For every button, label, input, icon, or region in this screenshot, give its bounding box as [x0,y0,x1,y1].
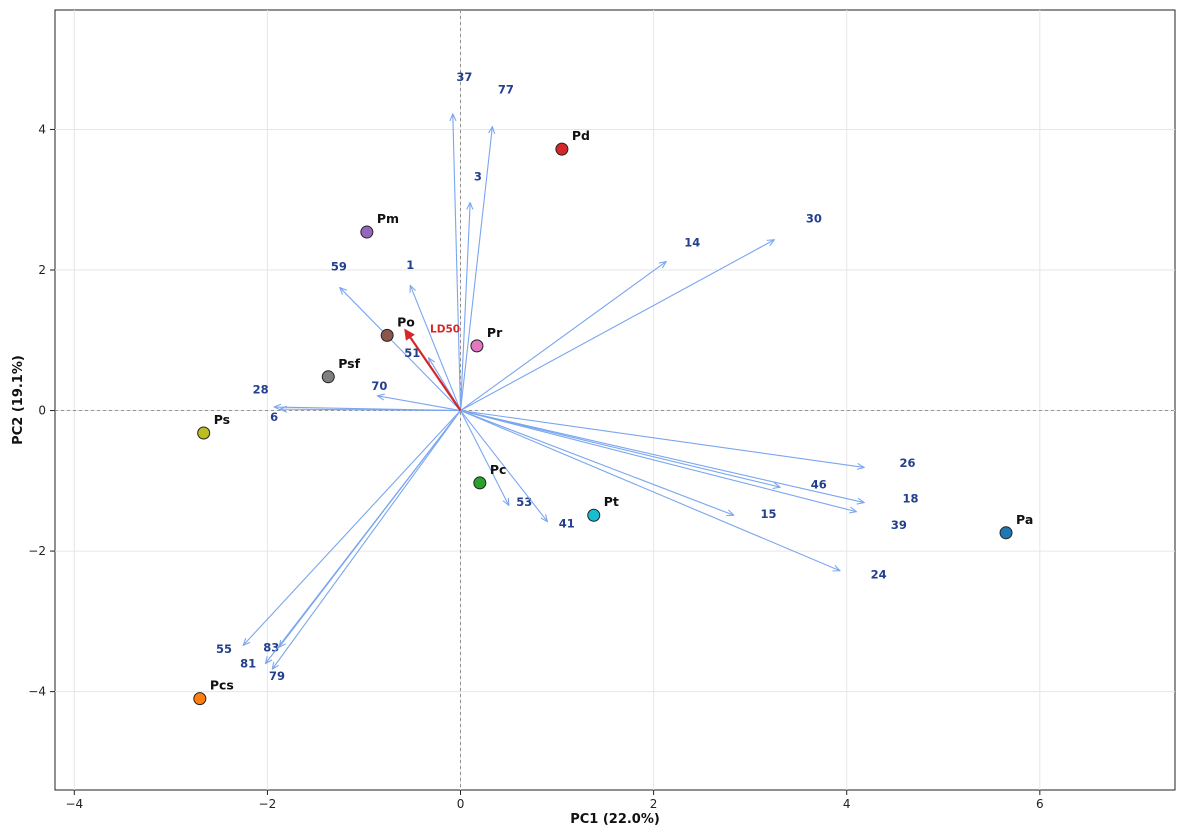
x-tick-label: −2 [259,797,277,811]
loading-arrow-30 [460,240,775,412]
point-label-Ps: Ps [214,412,230,427]
loading-label-83: 83 [263,640,279,654]
loading-label-30: 30 [806,212,822,226]
loading-arrow-81 [265,410,461,664]
point-label-Pt: Pt [604,494,619,509]
point-label-Pm: Pm [377,211,399,226]
point-Pr [470,339,484,353]
point-label-Psf: Psf [338,356,360,371]
loading-label-41: 41 [559,517,575,531]
ld50-label: LD50 [430,323,460,335]
loading-arrow-1 [410,285,462,411]
point-Pc [473,476,487,490]
loading-arrow-14 [460,262,667,411]
loading-arrow-3 [459,203,471,411]
loading-label-70: 70 [371,379,387,393]
loading-label-46: 46 [811,477,827,491]
loading-label-37: 37 [456,70,472,84]
loading-label-6: 6 [270,410,278,424]
y-axis-title: PC2 (19.1%) [11,355,26,445]
point-label-Po: Po [397,314,415,329]
loading-arrow-70 [377,396,461,412]
x-tick-label: 6 [1036,797,1044,811]
loading-arrow-55 [243,410,461,646]
point-Psf [321,370,335,384]
point-label-Pc: Pc [490,462,507,477]
loading-label-3: 3 [474,170,482,184]
loading-label-53: 53 [516,495,532,509]
loading-arrow-15 [460,410,734,516]
y-tick-label: −2 [28,544,46,558]
loading-label-59: 59 [331,259,347,273]
point-Pt [587,508,601,522]
y-tick-label: 2 [38,263,46,277]
species-points: Pd Pm Po Pr Psf Ps Pc Pt Pa Pcs [193,128,1033,706]
loading-arrow-53 [460,410,509,506]
loading-label-81: 81 [240,657,256,671]
ld50-arrow [404,328,462,412]
point-label-Pd: Pd [572,128,590,143]
point-Pa [999,526,1013,540]
point-Pcs [193,692,207,706]
loading-arrow-37 [453,114,462,411]
y-tick-label: 0 [38,404,46,418]
loading-arrow-46 [460,410,781,488]
point-Pm [360,225,374,239]
loading-label-79: 79 [269,669,285,683]
loading-label-55: 55 [216,642,232,656]
point-label-Pr: Pr [487,325,503,340]
loading-label-18: 18 [902,491,918,505]
plot-frame [54,9,1176,791]
loading-label-26: 26 [900,456,916,470]
y-tick-label: −4 [28,685,46,699]
loading-arrow-26 [460,409,865,468]
x-axis-title: PC1 (22.0%) [570,812,660,827]
loading-arrow-41 [460,410,548,522]
loading-arrow-79 [272,410,461,670]
loading-label-51: 51 [404,346,420,360]
loading-arrow-59 [340,288,461,411]
loading-label-24: 24 [871,567,887,581]
y-tick-label: 4 [38,122,46,136]
loading-arrow-24 [460,410,840,571]
loading-label-14: 14 [684,236,700,250]
x-tick-label: 4 [843,797,851,811]
point-Po [380,328,394,342]
loading-arrow-6 [280,409,461,410]
loading-arrows: 37 77 3 30 14 59 1 51 70 286 26 46 18 39 15 24 53 41 55 83 8… [216,70,918,683]
point-Pd [555,142,569,156]
loading-arrow-39 [460,410,857,512]
loading-arrow-77 [459,127,493,411]
point-label-Pcs: Pcs [210,678,234,693]
loading-label-77: 77 [498,82,514,96]
loading-label-28: 28 [253,382,269,396]
loading-arrow-18 [460,410,865,503]
loading-label-1: 1 [406,258,414,272]
x-tick-label: −4 [65,797,83,811]
x-tick-label: 0 [457,797,465,811]
ld50-arrow-group: LD50 [404,323,462,412]
loading-label-39: 39 [891,518,907,532]
x-tick-label: 2 [650,797,658,811]
loading-label-15: 15 [761,507,777,521]
point-label-Pa: Pa [1016,512,1033,527]
point-Ps [197,426,211,440]
